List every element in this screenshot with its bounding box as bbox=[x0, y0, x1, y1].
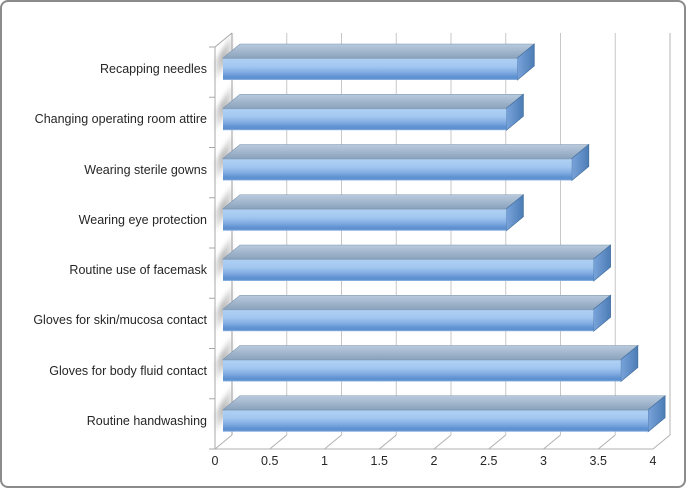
bar-front-face bbox=[223, 359, 621, 382]
bar bbox=[222, 194, 525, 232]
x-tick-label: 1 bbox=[321, 454, 328, 468]
floor-tick-line bbox=[378, 434, 397, 450]
bar-front-face bbox=[223, 208, 507, 231]
bar bbox=[222, 294, 612, 332]
x-tick-label: 2.5 bbox=[480, 454, 498, 468]
floor-tick-line bbox=[488, 434, 507, 450]
category-label: Wearing sterile gowns bbox=[84, 162, 207, 177]
category-label: Changing operating room attire bbox=[34, 112, 207, 127]
bar-top-face bbox=[222, 345, 639, 360]
bar-front-face bbox=[223, 158, 572, 181]
bar-front-face bbox=[223, 409, 649, 432]
floor-tick-line bbox=[324, 434, 342, 450]
floor-tick-line bbox=[597, 434, 616, 450]
bar bbox=[222, 143, 590, 182]
category-label: Gloves for skin/mucosa contact bbox=[33, 313, 207, 328]
bar-front-face bbox=[223, 309, 594, 332]
floor-tick-line bbox=[652, 434, 671, 450]
bar-top-face bbox=[222, 395, 666, 411]
x-tick-label: 3 bbox=[540, 454, 547, 468]
bar-top-face bbox=[222, 244, 612, 260]
bar-top-face bbox=[222, 93, 525, 109]
left-wall bbox=[209, 32, 233, 450]
x-tick-label: 0.5 bbox=[261, 454, 279, 468]
bar-top-face bbox=[222, 294, 612, 310]
category-label: Routine use of facemask bbox=[69, 263, 207, 277]
floor-tick-line bbox=[543, 434, 561, 450]
bar-top-face bbox=[222, 43, 536, 59]
bar bbox=[222, 344, 639, 383]
floor-tick-line bbox=[433, 434, 452, 450]
category-label: Gloves for body fluid contact bbox=[49, 363, 207, 378]
bar-top-face bbox=[222, 194, 525, 210]
axis-floor bbox=[214, 434, 671, 450]
x-tick-label: 4 bbox=[649, 454, 657, 468]
x-tick-label: 1.5 bbox=[370, 454, 388, 468]
floor-tick-line bbox=[214, 434, 233, 450]
bars bbox=[222, 43, 666, 433]
bar bbox=[222, 244, 612, 282]
bar bbox=[222, 395, 666, 433]
x-tick-label: 2 bbox=[430, 454, 438, 468]
bar-top-face bbox=[222, 144, 590, 159]
bar bbox=[222, 93, 525, 131]
category-label: Routine handwashing bbox=[86, 413, 207, 428]
bar-front-face bbox=[223, 259, 594, 281]
x-tick-label: 0 bbox=[211, 454, 219, 468]
x-tick-label: 3.5 bbox=[589, 454, 607, 468]
bar bbox=[222, 43, 536, 81]
bar-front-face bbox=[223, 108, 507, 131]
bar-front-face bbox=[223, 58, 518, 80]
floor-tick-line bbox=[269, 434, 288, 450]
wall-top-edge bbox=[214, 32, 233, 48]
category-label: Wearing eye protection bbox=[78, 212, 207, 227]
category-label: Recapping needles bbox=[99, 62, 207, 76]
